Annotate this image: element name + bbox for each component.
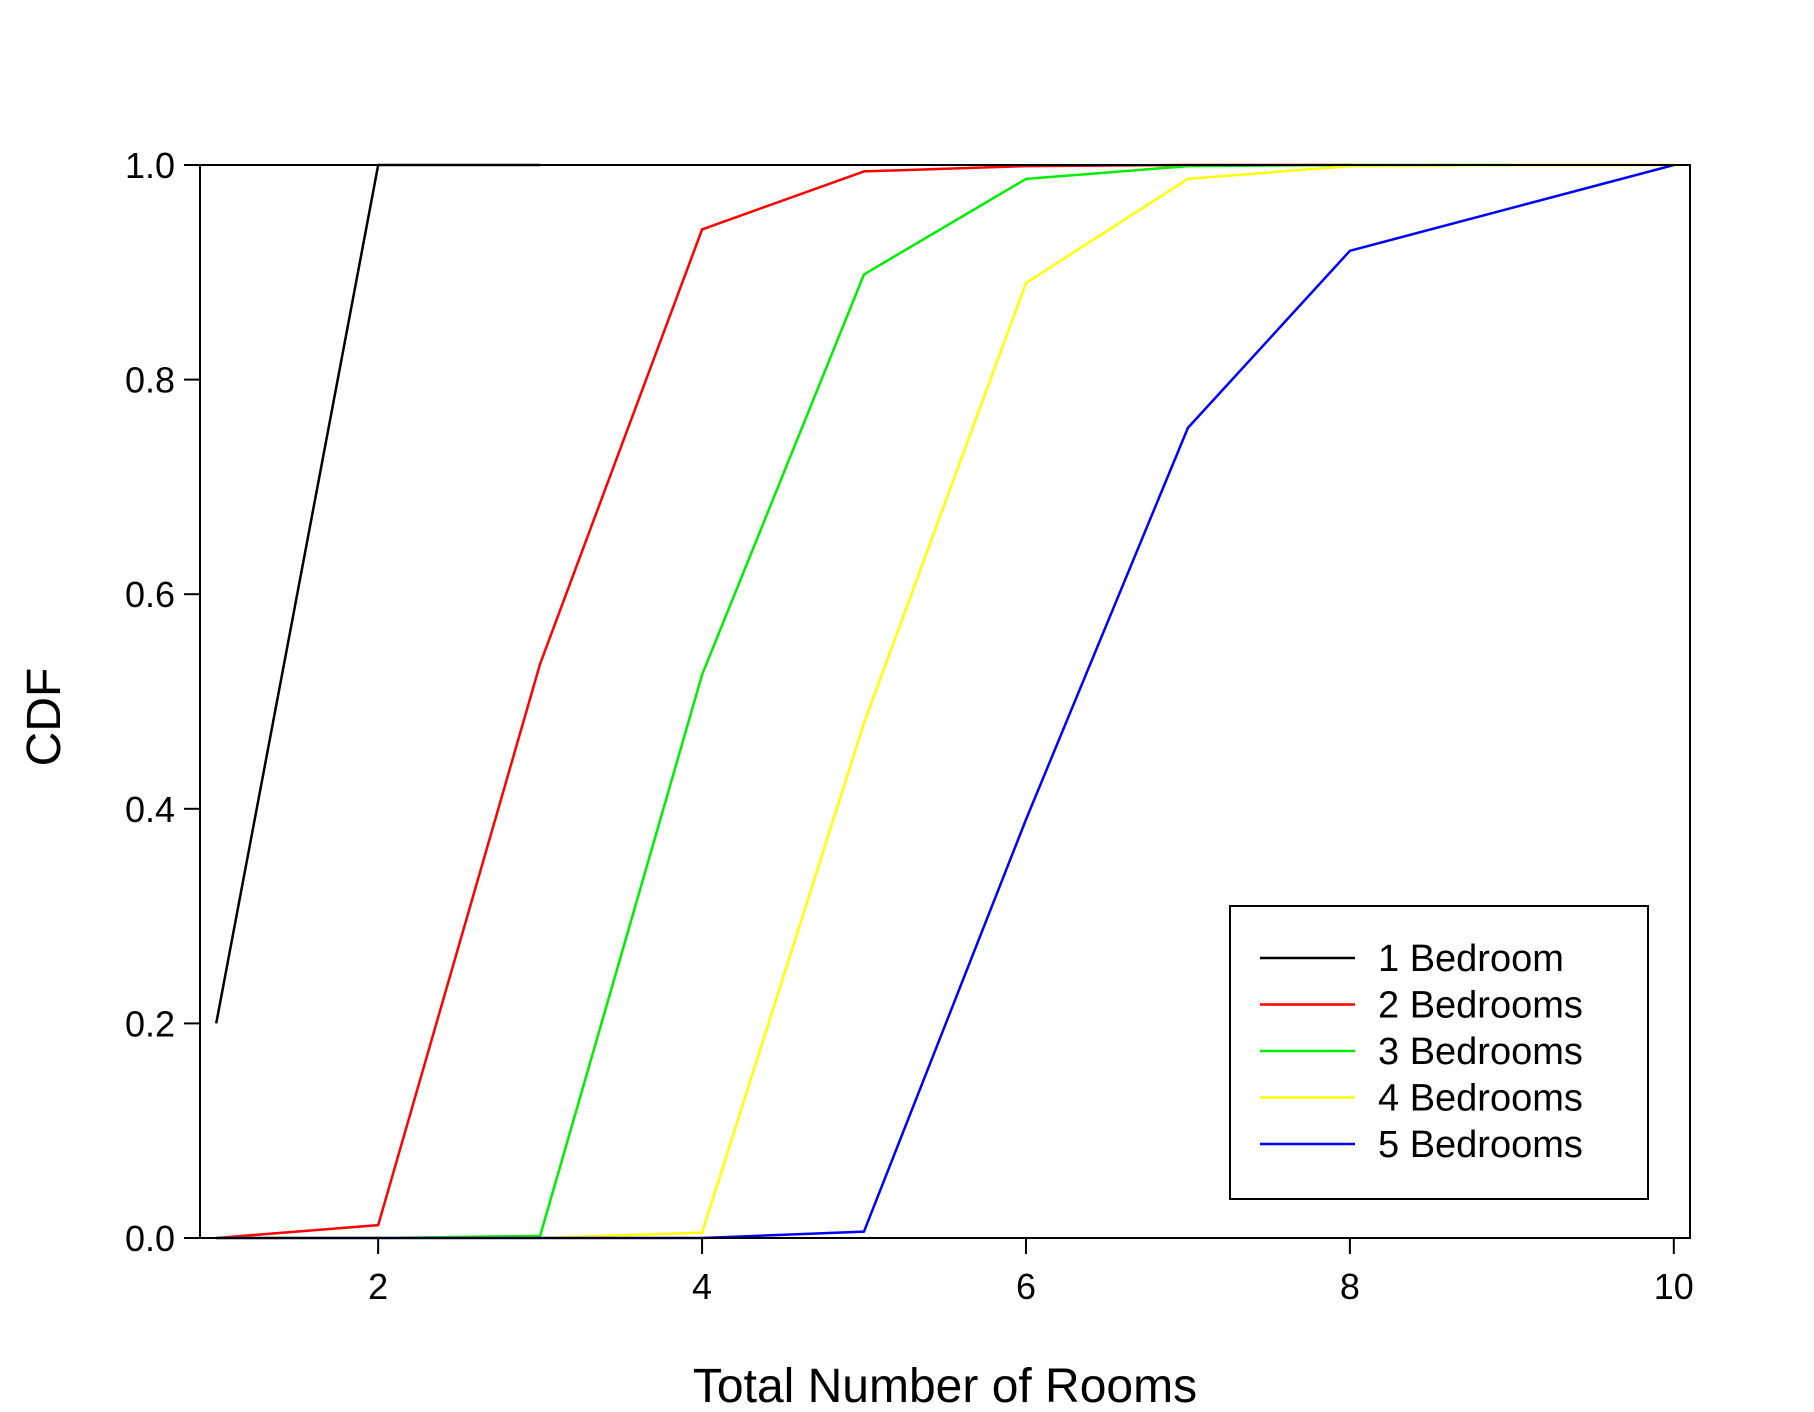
x-tick-label: 6: [1016, 1266, 1036, 1307]
legend-label-4: 4 Bedrooms: [1378, 1078, 1583, 1120]
y-axis-title: CDF: [18, 668, 71, 767]
plot-frame: [199, 164, 1691, 1239]
y-tick-label: 1.0: [125, 145, 175, 186]
y-tick-label: 0.6: [125, 574, 175, 615]
y-tick-label: 0.2: [125, 1003, 175, 1044]
legend-box: [1229, 905, 1649, 1200]
ticks-layer: 2 4 6 8 10 0.0 0.2 0.4 0.6 0.8 1.0: [125, 145, 1694, 1307]
y-tick-label: 0.0: [125, 1218, 175, 1259]
legend-label-5: 5 Bedrooms: [1378, 1124, 1583, 1166]
y-tick-label: 0.8: [125, 360, 175, 401]
x-tick-label: 2: [368, 1266, 388, 1307]
y-tick-label: 0.4: [125, 789, 175, 830]
x-tick-label: 8: [1340, 1266, 1360, 1307]
legend-label-1: 1 Bedroom: [1378, 938, 1564, 980]
legend-label-3: 3 Bedrooms: [1378, 1031, 1583, 1073]
x-tick-label: 4: [692, 1266, 712, 1307]
x-tick-label: 10: [1654, 1266, 1694, 1307]
x-axis-title: Total Number of Rooms: [693, 1360, 1197, 1412]
legend-label-2: 2 Bedrooms: [1378, 985, 1583, 1027]
